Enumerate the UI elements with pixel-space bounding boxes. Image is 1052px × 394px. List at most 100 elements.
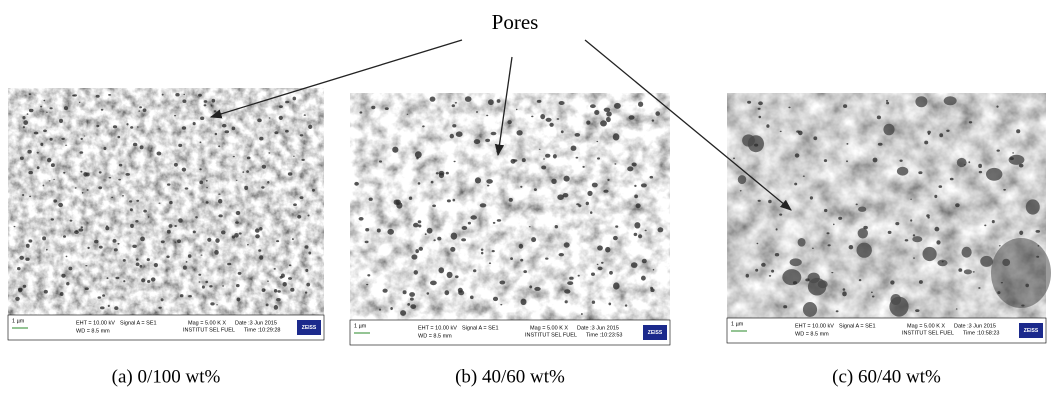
pore: [185, 187, 189, 189]
pore: [199, 168, 201, 170]
pore: [468, 222, 471, 225]
pore: [130, 126, 133, 129]
pore: [591, 273, 595, 276]
pore: [188, 254, 192, 258]
pore: [465, 96, 472, 102]
pore: [497, 219, 501, 222]
pore: [169, 201, 173, 204]
pore: [125, 173, 130, 176]
pore: [783, 305, 787, 308]
pore: [218, 199, 222, 204]
pore: [305, 269, 308, 272]
pore: [416, 157, 418, 160]
pore: [167, 183, 170, 185]
pore: [761, 263, 766, 267]
pore: [587, 191, 592, 196]
pore: [776, 228, 778, 230]
pore: [606, 111, 612, 116]
pore: [43, 100, 45, 102]
pore: [359, 217, 364, 221]
pore: [96, 125, 99, 127]
pore: [984, 225, 986, 227]
pore: [290, 288, 294, 292]
pore: [274, 268, 276, 270]
pore: [279, 116, 283, 120]
figure: 1 µmEHT = 10.00 kVSignal A = SE1WD = 8.5…: [0, 0, 1052, 394]
pore: [222, 124, 227, 128]
pore: [545, 258, 548, 260]
pore: [555, 225, 558, 228]
pore: [808, 278, 826, 296]
pore: [915, 309, 919, 312]
pore: [658, 227, 664, 232]
pore: [541, 166, 546, 170]
pore: [180, 294, 184, 297]
pore: [603, 190, 608, 193]
pore: [369, 198, 373, 201]
pore: [950, 178, 954, 181]
pore: [1019, 164, 1024, 168]
pore: [924, 141, 928, 145]
pore: [409, 197, 412, 200]
pore: [135, 220, 138, 223]
pore: [174, 163, 178, 167]
pore: [447, 199, 451, 202]
pore: [450, 134, 454, 139]
pore: [279, 105, 283, 108]
pore: [419, 247, 423, 251]
pore: [890, 280, 894, 284]
logo: ZEISS: [648, 330, 663, 336]
pore: [96, 95, 100, 98]
pore: [247, 244, 249, 246]
pore: [49, 180, 51, 181]
pore: [564, 289, 570, 293]
page: 1 µmEHT = 10.00 kVSignal A = SE1WD = 8.5…: [0, 0, 1052, 394]
logo: ZEISS: [1024, 328, 1039, 334]
pore: [15, 297, 20, 301]
pore: [846, 143, 848, 145]
pore: [638, 234, 642, 238]
pore: [293, 156, 295, 157]
pore: [300, 134, 304, 136]
pore: [458, 290, 464, 295]
pore: [613, 236, 618, 240]
pore: [838, 217, 842, 220]
pore: [509, 198, 513, 202]
pore: [596, 141, 598, 142]
pore: [641, 183, 647, 187]
pore: [1010, 157, 1014, 160]
pore: [578, 275, 580, 277]
pore: [964, 164, 966, 165]
pore: [523, 270, 527, 273]
pore: [409, 292, 415, 297]
pore: [634, 185, 636, 187]
pore: [53, 179, 55, 180]
pore: [188, 295, 192, 297]
pore: [742, 134, 755, 146]
pore: [394, 200, 400, 205]
pore: [427, 228, 433, 234]
pore: [634, 222, 640, 228]
pore: [520, 259, 523, 262]
pore: [418, 225, 421, 228]
pore: [222, 285, 224, 286]
pore: [154, 263, 158, 267]
pore: [288, 277, 292, 280]
pore: [586, 121, 590, 125]
pore: [157, 152, 162, 156]
pore: [50, 138, 53, 141]
pore: [517, 130, 523, 135]
pore: [101, 109, 104, 111]
pore: [365, 228, 369, 231]
pore: [239, 232, 242, 234]
pore: [246, 170, 249, 173]
pore: [204, 100, 208, 103]
pore: [629, 115, 635, 120]
pore: [655, 111, 660, 116]
pore: [486, 179, 493, 184]
pore: [392, 147, 398, 153]
pore: [997, 150, 1000, 152]
pore: [232, 126, 236, 130]
pore: [488, 99, 494, 105]
